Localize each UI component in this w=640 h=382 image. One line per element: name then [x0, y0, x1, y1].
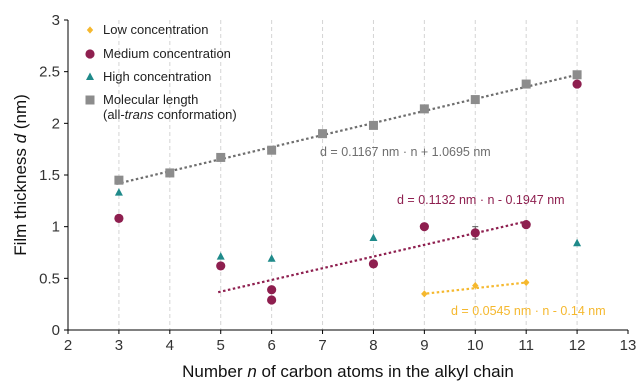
x-tick-label: 6 — [267, 337, 275, 354]
legend: Low concentration Medium concentration Hig… — [85, 22, 237, 122]
data-point — [573, 238, 582, 247]
data-point — [470, 228, 480, 238]
data-point — [521, 79, 531, 89]
axis-titles: Number n of carbon atoms in the alkyl ch… — [11, 94, 514, 381]
fit-equation: d = 0.0545 nm · n - 0.14 nm — [451, 304, 606, 318]
x-tick-label: 3 — [115, 337, 123, 354]
legend-marker — [86, 72, 94, 80]
x-tick-label: 2 — [64, 337, 72, 354]
legend-label-line2: (all-trans conformation) — [103, 107, 237, 122]
x-tick-label: 10 — [467, 337, 484, 354]
series-diamond — [421, 278, 530, 298]
series-triangle — [114, 188, 582, 262]
data-point — [165, 168, 175, 178]
data-point — [114, 213, 124, 223]
legend-label: Medium concentration — [103, 46, 231, 61]
series-circle — [114, 79, 582, 305]
legend-label: High concentration — [103, 69, 211, 84]
data-point — [114, 188, 123, 196]
data-point — [572, 79, 582, 89]
legend-marker — [86, 26, 94, 34]
data-point — [368, 259, 379, 269]
y-tick-label: 2.5 — [39, 64, 60, 81]
data-point — [267, 145, 277, 155]
legend-label: Molecular length — [103, 92, 198, 107]
x-tick-label: 5 — [217, 337, 225, 354]
data-point — [419, 104, 429, 114]
y-tick-label: 1 — [52, 219, 60, 236]
trend-line — [116, 73, 580, 185]
data-point — [470, 95, 480, 105]
data-point — [216, 152, 226, 162]
legend-marker — [85, 49, 95, 59]
series-square — [114, 70, 582, 185]
data-point — [369, 233, 378, 242]
data-points — [114, 70, 582, 305]
data-point — [521, 220, 531, 230]
x-tick-label: 9 — [420, 337, 428, 354]
fit-equations: d = 0.1167 nm · n + 1.0695 nm d = 0.1132 … — [320, 145, 606, 318]
fit-equation: d = 0.1167 nm · n + 1.0695 nm — [320, 145, 491, 159]
x-tick-label: 12 — [569, 337, 586, 354]
y-tick-label: 2 — [52, 115, 60, 132]
y-tick-label: 0.5 — [39, 270, 60, 287]
fit-equation: d = 0.1132 nm · n - 0.1947 nm — [397, 193, 565, 207]
legend-label: Low concentration — [103, 22, 209, 37]
legend-marker — [85, 95, 95, 105]
data-point — [216, 261, 226, 271]
data-point — [267, 295, 277, 305]
y-tick-label: 0 — [52, 322, 60, 339]
data-point — [216, 252, 225, 260]
data-point — [114, 175, 124, 185]
x-axis-title: Number n of carbon atoms in the alkyl ch… — [182, 362, 514, 381]
x-tick-label: 11 — [518, 337, 534, 354]
y-tick-label: 3 — [52, 12, 60, 29]
data-point — [421, 290, 428, 298]
y-axis-title: Film thickness d (nm) — [11, 94, 30, 256]
x-tick-label: 13 — [620, 337, 637, 354]
x-tick-label: 7 — [318, 337, 326, 354]
data-point — [368, 120, 378, 130]
axes: 2 3 4 5 6 7 8 9 10 11 12 13 0 0.5 1 1.5 2 2.5 3 — [39, 12, 636, 354]
data-point — [522, 278, 530, 287]
data-point — [472, 281, 479, 290]
data-point — [318, 129, 328, 139]
x-tick-label: 4 — [166, 337, 174, 354]
x-tick-label: 8 — [369, 337, 377, 354]
data-point — [267, 254, 276, 262]
data-point — [419, 222, 429, 232]
y-tick-label: 1.5 — [39, 167, 60, 184]
data-point — [267, 285, 277, 295]
data-point — [572, 70, 582, 80]
